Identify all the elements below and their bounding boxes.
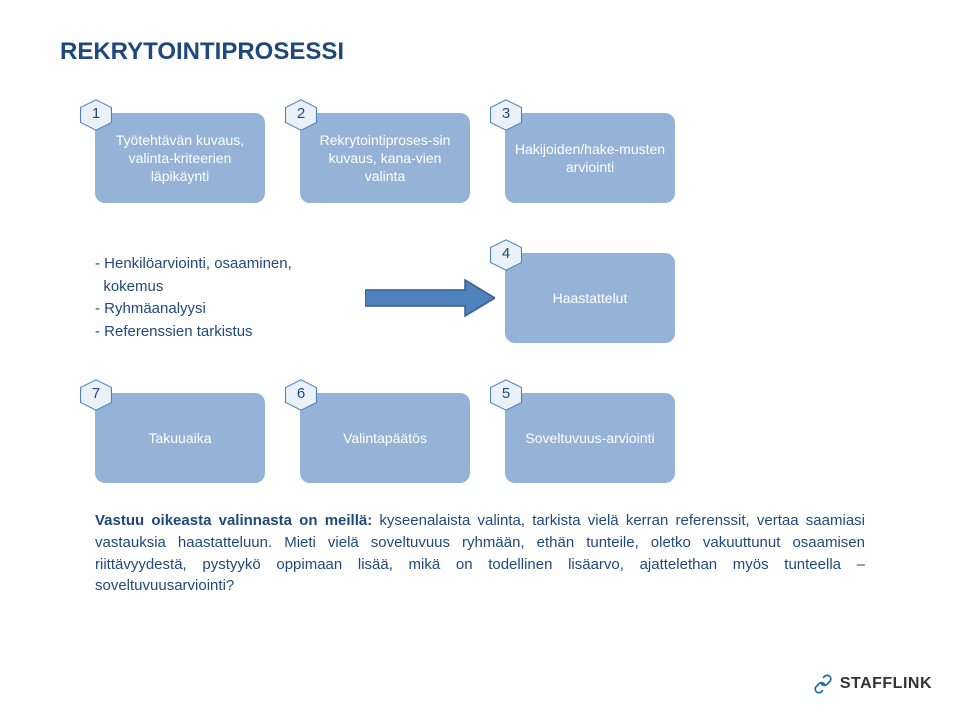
- brand-logo: STAFFLINK: [812, 673, 932, 695]
- process-box-7: Takuuaika: [95, 393, 265, 483]
- box-text: Takuuaika: [148, 429, 211, 447]
- process-box-3: Hakijoiden/hake-musten arviointi: [505, 113, 675, 203]
- summary-paragraph: Vastuu oikeasta valinnasta on meillä: ky…: [95, 510, 865, 597]
- box-text: Hakijoiden/hake-musten arviointi: [513, 140, 667, 176]
- box-text: Rekrytointiproses-sin kuvaus, kana-vien …: [308, 131, 462, 186]
- box-text: Haastattelut: [553, 289, 628, 307]
- process-box-6: Valintapäätös: [300, 393, 470, 483]
- hex-badge-1: [78, 99, 114, 131]
- hex-badge-4: [488, 239, 524, 271]
- hex-badge-3: [488, 99, 524, 131]
- box-text: Soveltuvuus-arviointi: [525, 429, 654, 447]
- paragraph-lead: Vastuu oikeasta valinnasta on meillä:: [95, 512, 379, 529]
- link-icon: [812, 673, 834, 695]
- hex-badge-6: [283, 379, 319, 411]
- logo-text: STAFFLINK: [840, 675, 932, 693]
- box-text: Työtehtävän kuvaus, valinta-kriteerien l…: [103, 131, 257, 186]
- arrow-icon: [365, 278, 495, 318]
- process-box-2: Rekrytointiproses-sin kuvaus, kana-vien …: [300, 113, 470, 203]
- hex-badge-7: [78, 379, 114, 411]
- process-box-1: Työtehtävän kuvaus, valinta-kriteerien l…: [95, 113, 265, 203]
- hex-badge-5: [488, 379, 524, 411]
- page-title: REKRYTOINTIPROSESSI: [60, 38, 344, 66]
- bullet-list: - Henkilöarviointi, osaaminen, kokemus- …: [95, 253, 292, 343]
- box-text: Valintapäätös: [343, 429, 427, 447]
- process-box-4: Haastattelut: [505, 253, 675, 343]
- process-box-5: Soveltuvuus-arviointi: [505, 393, 675, 483]
- hex-badge-2: [283, 99, 319, 131]
